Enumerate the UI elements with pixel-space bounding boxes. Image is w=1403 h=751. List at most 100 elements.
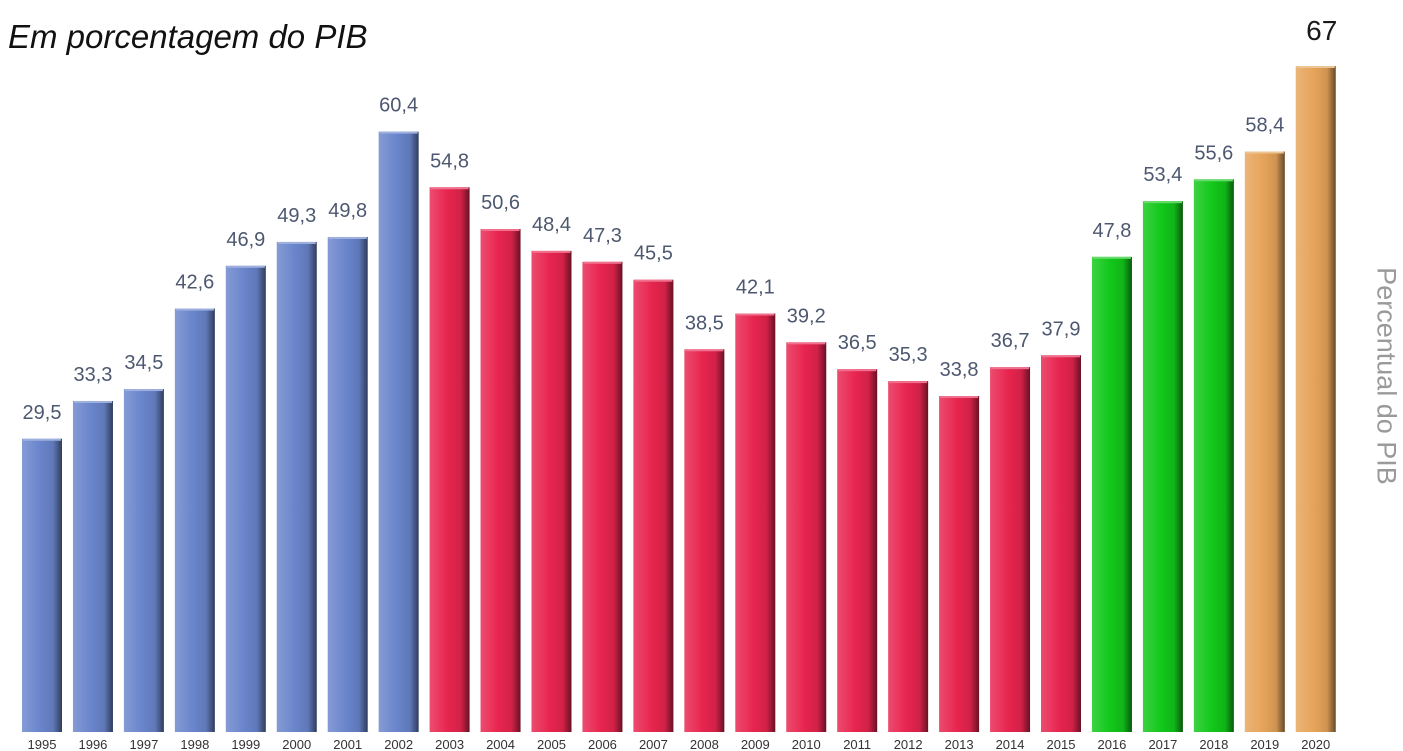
x-tick-label-2015: 2015 <box>1047 737 1076 751</box>
bar-2015 <box>1041 355 1081 732</box>
value-label-2011: 36,5 <box>838 332 877 354</box>
bar-2014 <box>990 367 1031 732</box>
bar-top-2012 <box>889 381 928 384</box>
x-tick-label-2019: 2019 <box>1250 737 1279 751</box>
bars-group <box>22 66 1336 733</box>
x-tick-label-2012: 2012 <box>894 737 923 751</box>
bar-top-1997 <box>124 389 163 392</box>
value-label-2002: 60,4 <box>379 95 418 117</box>
value-label-2019: 58,4 <box>1245 114 1284 136</box>
bar-2003 <box>429 187 470 733</box>
x-tick-label-2011: 2011 <box>843 737 871 751</box>
bar-top-2007 <box>634 279 673 282</box>
x-tick-labels-group: 1995 1996 1997 1998 1999 2000 2001 2002 2003 2004… <box>28 737 1331 751</box>
bar-2010 <box>786 342 827 732</box>
bar-top-2010 <box>787 342 826 345</box>
x-tick-label-1996: 1996 <box>78 737 107 751</box>
x-tick-label-2018: 2018 <box>1199 737 1228 751</box>
bar-2016 <box>1091 256 1132 732</box>
bar-top-2016 <box>1092 256 1131 259</box>
bar-2001 <box>327 236 368 732</box>
bar-2018 <box>1193 179 1234 732</box>
value-label-2010: 39,2 <box>787 305 826 327</box>
bar-2006 <box>582 261 623 732</box>
x-tick-label-2000: 2000 <box>282 737 311 751</box>
bar-1996 <box>72 400 113 732</box>
value-label-2005: 48,4 <box>532 214 571 236</box>
x-tick-label-2001: 2001 <box>333 737 362 751</box>
value-label-2013: 33,8 <box>940 359 979 381</box>
x-tick-label-2004: 2004 <box>486 737 515 751</box>
bar-top-2015 <box>1042 355 1080 358</box>
value-label-1996: 33,3 <box>73 364 112 386</box>
bar-top-2003 <box>430 187 469 190</box>
value-label-2014: 36,7 <box>991 330 1030 352</box>
value-label-2017: 53,4 <box>1143 164 1182 186</box>
bar-top-2005 <box>532 250 571 253</box>
value-label-1995: 29,5 <box>23 402 62 424</box>
bar-2008 <box>684 349 725 732</box>
x-tick-label-2014: 2014 <box>996 737 1025 751</box>
value-label-2008: 38,5 <box>685 312 724 334</box>
value-label-2009: 42,1 <box>736 277 775 299</box>
x-tick-label-2017: 2017 <box>1148 737 1177 751</box>
bar-2012 <box>888 381 929 732</box>
bar-2005 <box>531 250 572 732</box>
bar-2017 <box>1142 201 1183 733</box>
bar-top-2020 <box>1296 66 1335 68</box>
bar-2007 <box>633 279 674 732</box>
bar-1999 <box>225 265 266 732</box>
value-label-1997: 34,5 <box>124 352 163 374</box>
value-label-2016: 47,8 <box>1092 220 1131 242</box>
bar-2004 <box>480 229 521 733</box>
chart-subtitle: Em porcentagem do PIB <box>8 18 368 55</box>
value-label-2006: 47,3 <box>583 225 622 247</box>
bar-top-2008 <box>685 349 724 352</box>
bar-2009 <box>735 313 776 732</box>
value-label-2012: 35,3 <box>889 344 928 366</box>
x-tick-label-2006: 2006 <box>588 737 617 751</box>
value-label-2020: 67 <box>1306 15 1337 46</box>
bar-top-2006 <box>583 261 622 264</box>
x-tick-label-1999: 1999 <box>231 737 260 751</box>
bar-2020 <box>1295 66 1336 732</box>
bar-1997 <box>123 389 164 732</box>
x-tick-label-1997: 1997 <box>129 737 158 751</box>
x-tick-label-2013: 2013 <box>945 737 974 751</box>
x-tick-label-2005: 2005 <box>537 737 566 751</box>
bar-top-2017 <box>1143 201 1182 204</box>
value-labels-group: 29,5 33,3 34,5 42,6 46,9 49,3 49,8 60,4 54,8 50,6… <box>23 15 1338 424</box>
bar-top-1999 <box>226 265 265 268</box>
bar-top-2002 <box>379 131 418 134</box>
x-tick-label-2009: 2009 <box>741 737 770 751</box>
bar-top-1996 <box>73 400 112 403</box>
value-label-2004: 50,6 <box>481 192 520 214</box>
value-label-1998: 42,6 <box>175 272 214 294</box>
x-tick-label-2002: 2002 <box>384 737 413 751</box>
bar-top-2011 <box>838 369 877 372</box>
value-label-2015: 37,9 <box>1042 318 1081 340</box>
x-tick-label-2003: 2003 <box>435 737 464 751</box>
bar-2019 <box>1244 151 1285 732</box>
value-label-2003: 54,8 <box>430 150 469 172</box>
x-tick-label-2020: 2020 <box>1301 737 1330 751</box>
value-label-2000: 49,3 <box>277 205 316 227</box>
bar-1998 <box>174 308 215 732</box>
value-label-2018: 55,6 <box>1194 142 1233 164</box>
value-label-2007: 45,5 <box>634 243 673 265</box>
bar-2000 <box>276 241 317 732</box>
bar-2002 <box>378 131 419 733</box>
bar-top-2013 <box>940 396 979 399</box>
bar-top-1995 <box>23 438 61 441</box>
bar-top-2019 <box>1245 151 1284 154</box>
value-label-1999: 46,9 <box>226 229 265 251</box>
y-axis-label: Percentual do PIB <box>1371 267 1402 485</box>
bar-2013 <box>939 396 980 732</box>
x-tick-label-2016: 2016 <box>1097 737 1126 751</box>
x-tick-label-2010: 2010 <box>792 737 821 751</box>
bar-top-2018 <box>1194 179 1233 182</box>
bar-top-2014 <box>991 367 1030 370</box>
x-tick-label-2008: 2008 <box>690 737 719 751</box>
bar-top-2004 <box>481 229 520 232</box>
